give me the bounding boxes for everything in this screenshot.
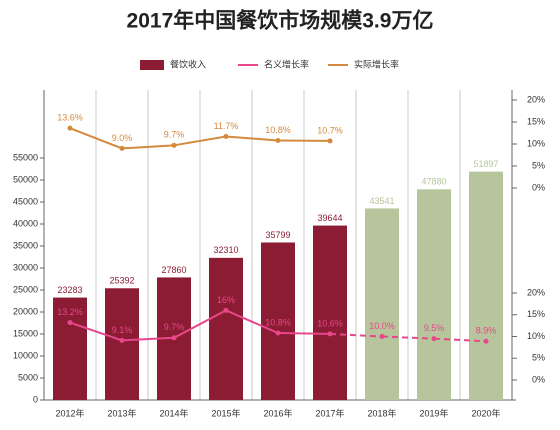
- line-point: [327, 138, 333, 144]
- bar: [261, 242, 295, 400]
- y-tick-label: 35000: [13, 240, 38, 250]
- line-value-label: 8.9%: [476, 326, 497, 336]
- bar: [365, 208, 399, 400]
- line-value-label: 10.7%: [317, 125, 343, 135]
- line-point: [67, 320, 73, 326]
- line-segment: [69, 127, 123, 150]
- y-tick-label: 40000: [13, 218, 38, 228]
- bar-value-label: 27860: [161, 265, 186, 275]
- line-segment: [329, 332, 383, 338]
- line-segment: [121, 144, 175, 150]
- y2-tick-label: 15%: [527, 309, 545, 319]
- line-segment: [173, 135, 227, 147]
- line-value-label: 13.6%: [57, 113, 83, 123]
- line-segment: [173, 309, 227, 339]
- x-tick-label: 2020年: [471, 407, 500, 418]
- y2-tick-label: 0%: [532, 374, 545, 384]
- y-tick-label: 5000: [18, 372, 38, 382]
- line-value-label: 10.8%: [265, 317, 291, 327]
- x-tick-label: 2018年: [367, 407, 396, 418]
- y-tick-label: 30000: [13, 262, 38, 272]
- y-tick-label: 10000: [13, 350, 38, 360]
- line-point: [223, 307, 229, 313]
- x-tick-label: 2015年: [211, 407, 240, 418]
- line-value-label: 9.0%: [112, 133, 133, 143]
- bar-value-label: 35799: [265, 230, 290, 240]
- line-point: [67, 125, 73, 131]
- line-point: [379, 334, 385, 339]
- line-value-label: 9.7%: [164, 322, 185, 332]
- y-tick-label: 15000: [13, 328, 38, 338]
- y2-tick-label: 10%: [527, 331, 545, 341]
- x-tick-label: 2017年: [315, 407, 344, 418]
- line-value-label: 9.1%: [112, 325, 133, 335]
- bar: [209, 257, 243, 400]
- bar: [53, 297, 87, 400]
- y2-tick-label: 5%: [532, 353, 545, 363]
- bar: [469, 171, 503, 400]
- y2-tick-label: 20%: [527, 94, 545, 104]
- line-value-label: 13.2%: [57, 307, 83, 317]
- line-value-label: 11.7%: [214, 121, 239, 131]
- legend-label: 名义增长率: [264, 58, 309, 69]
- line-value-label: 9.7%: [164, 130, 185, 140]
- x-tick-label: 2014年: [159, 407, 188, 418]
- line-value-label: 10.6%: [317, 318, 343, 328]
- line-point: [275, 137, 281, 143]
- line-value-label: 16%: [217, 295, 235, 305]
- legend-label: 实际增长率: [354, 58, 399, 69]
- line-segment: [225, 309, 279, 334]
- y-tick-label: 0: [33, 394, 38, 404]
- bar-value-label: 51897: [473, 159, 498, 169]
- legend-swatch: [140, 60, 164, 70]
- line-point: [171, 335, 177, 341]
- line-point: [431, 336, 437, 342]
- x-tick-label: 2012年: [55, 407, 84, 418]
- line-point: [327, 331, 333, 337]
- line-segment: [433, 337, 487, 343]
- bar-value-label: 23283: [57, 285, 82, 295]
- y2-tick-label: 15%: [527, 116, 545, 126]
- line-value-label: 9.5%: [424, 323, 445, 333]
- bar: [313, 225, 347, 400]
- y2-tick-label: 5%: [532, 160, 545, 170]
- x-tick-label: 2013年: [107, 407, 136, 418]
- y-tick-label: 20000: [13, 306, 38, 316]
- x-tick-label: 2019年: [419, 407, 448, 418]
- line-point: [483, 338, 489, 344]
- line-segment: [277, 332, 331, 335]
- bar: [105, 288, 139, 400]
- y2-tick-label: 0%: [532, 182, 545, 192]
- y-tick-label: 25000: [13, 284, 38, 294]
- line-segment: [225, 135, 279, 142]
- line-point: [275, 330, 281, 336]
- legend-label: 餐饮收入: [170, 58, 206, 69]
- line-segment: [381, 335, 435, 340]
- line-value-label: 10.0%: [369, 321, 395, 331]
- line-point: [223, 134, 229, 140]
- y-tick-label: 55000: [13, 152, 38, 162]
- y-tick-label: 45000: [13, 196, 38, 206]
- bar-value-label: 25392: [109, 276, 134, 286]
- bar: [417, 189, 451, 400]
- bar-value-label: 39644: [317, 213, 342, 223]
- line-point: [119, 337, 125, 343]
- bar-value-label: 47880: [421, 177, 446, 187]
- y-tick-label: 50000: [13, 174, 38, 184]
- line-point: [119, 145, 125, 151]
- line-segment: [121, 336, 175, 342]
- y2-tick-label: 10%: [527, 138, 545, 148]
- x-tick-label: 2016年: [263, 407, 292, 418]
- y2-tick-label: 20%: [527, 287, 545, 297]
- line-point: [171, 142, 177, 148]
- line-value-label: 10.8%: [265, 125, 291, 135]
- chart-title: 2017年中国餐饮市场规模3.9万亿: [127, 9, 434, 33]
- bar-value-label: 43541: [369, 196, 394, 206]
- line-segment: [69, 321, 123, 342]
- bar-value-label: 32310: [213, 245, 238, 255]
